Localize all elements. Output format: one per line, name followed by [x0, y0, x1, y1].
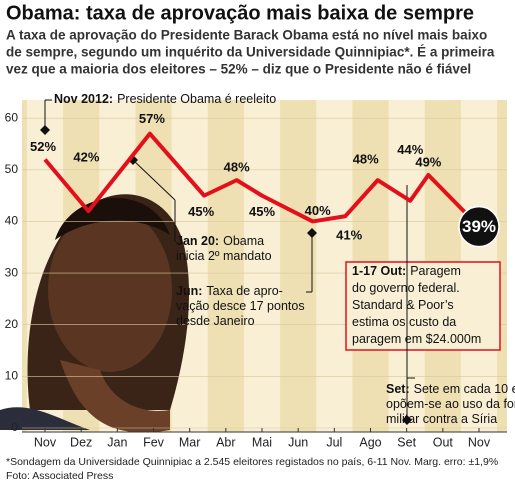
annotation-text: Paragem: [410, 264, 461, 278]
annotation-text: estima os custo da: [352, 315, 456, 329]
annotation-text: Taxa de apro-: [206, 284, 282, 298]
annotation-text: Presidente Obama é reeleito: [117, 92, 276, 106]
annotation-label: 1-17 Out:: [352, 264, 406, 278]
y-tick-label: 30: [5, 265, 19, 279]
annotation: Jan 20: Obama inicia 2º mandato: [176, 234, 272, 263]
annotation-text: militar contra a Síria: [386, 412, 497, 426]
footnote: Foto: Associated Press: [6, 470, 113, 482]
x-tick-label: Ago: [359, 435, 381, 449]
annotation-label: Nov 2012:: [54, 92, 113, 106]
x-tick-label: Mar: [179, 435, 201, 449]
annotation-text: inicia 2º mandato: [176, 249, 272, 263]
annotation-text: opõem-se ao uso da força: [386, 397, 515, 411]
x-tick-label: Set: [397, 435, 416, 449]
annotation-text: do governo federal.: [352, 281, 460, 295]
y-tick-label: 50: [5, 162, 19, 176]
data-label: 48%: [224, 160, 250, 175]
data-label: 57%: [139, 111, 165, 126]
annotation-text: Sete em cada 10 eleitores: [414, 382, 515, 396]
annotation-text: Standard & Poor’s: [352, 298, 454, 312]
annotation: 1-17 Out: Paragem do governo federal. Stand…: [352, 264, 481, 346]
data-label: 45%: [249, 204, 275, 219]
x-tick-label: Out: [433, 435, 454, 449]
annotation-text: vação desce 17 pontos: [176, 299, 305, 313]
annotation-box: [345, 261, 501, 351]
subtitle: A taxa de aprovação do Presidente Barack…: [6, 28, 487, 43]
marker: [402, 415, 412, 425]
data-label: 49%: [415, 154, 441, 169]
y-tick-label: 10: [5, 369, 19, 383]
chart-title: Obama: taxa de aprovação mais baixa de s…: [6, 2, 474, 24]
annotation-text: paragem em $24.000m: [352, 332, 481, 346]
annotation: Jun: Taxa de apro-vação desce 17 pontos de…: [176, 284, 305, 328]
annotation: Set: Sete em cada 10 eleitoresopõem-se ao…: [386, 382, 515, 426]
x-tick-label: Fev: [143, 435, 165, 449]
leader: [132, 159, 176, 201]
y-tick-label: 0: [11, 420, 18, 434]
data-label: 52%: [30, 139, 56, 154]
x-tick-label: Dez: [70, 435, 92, 449]
x-tick-label: Jul: [326, 435, 342, 449]
subtitle: de sempre, segundo um inquérito da Unive…: [6, 45, 495, 60]
x-tick-label: Nov: [34, 435, 57, 449]
data-label: 40%: [305, 203, 331, 218]
annotation-text: desde Janeiro: [176, 314, 255, 328]
annotation-text: Obama: [223, 234, 264, 248]
x-tick-label: Nov: [468, 435, 491, 449]
data-label: 42%: [73, 150, 99, 165]
marker: [40, 125, 50, 135]
annotation-label: Set:: [386, 382, 410, 396]
x-tick-label: Abr: [216, 435, 235, 449]
y-tick-label: 40: [5, 214, 19, 228]
stripe: [243, 100, 281, 432]
y-tick-label: 20: [5, 317, 19, 331]
subtitle: vez que a maioria dos eleitores – 52% – …: [6, 62, 471, 77]
data-label: 39%: [462, 217, 496, 236]
data-label: 41%: [336, 228, 362, 243]
end-marker: [458, 205, 500, 248]
marker: [307, 228, 317, 238]
y-tick-label: 60: [5, 110, 19, 124]
footnote: *Sondagem da Universidade Quinnipiac a 2…: [6, 456, 498, 468]
x-tick-label: Jun: [288, 435, 308, 449]
annotation: Nov 2012: Presidente Obama é reeleito: [54, 92, 276, 106]
x-tick-label: Mai: [252, 435, 272, 449]
data-label: 44%: [397, 142, 423, 157]
annotation-label: Jan 20:: [176, 234, 219, 248]
photo: [0, 194, 190, 433]
x-tick-label: Jan: [107, 435, 127, 449]
data-line: [43, 131, 481, 229]
annotation-label: Jun:: [176, 284, 202, 298]
data-label: 45%: [188, 204, 214, 219]
data-label: 48%: [353, 152, 379, 167]
